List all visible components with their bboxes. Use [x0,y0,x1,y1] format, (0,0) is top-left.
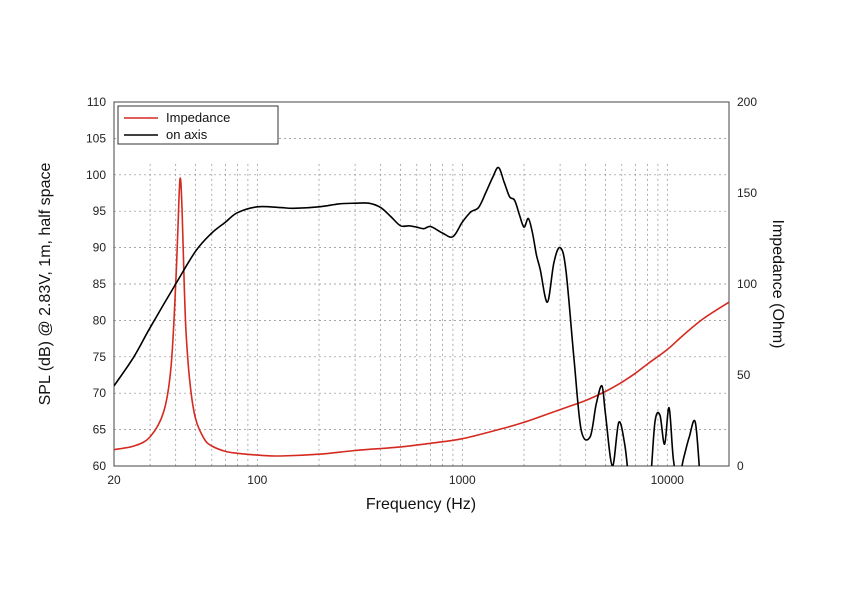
y-left-tick-label: 105 [86,131,106,145]
y-right-tick-label: 150 [737,186,757,200]
legend-label-impedance: Impedance [166,110,230,125]
y-left-tick-label: 60 [93,459,107,473]
y-left-tick-label: 80 [93,313,107,327]
x-tick-label: 1000 [449,473,476,487]
y-right-tick-label: 100 [737,277,757,291]
y-right-tick-label: 0 [737,459,744,473]
x-tick-label: 100 [247,473,267,487]
legend-box [117,105,279,145]
x-tick-label: 20 [107,473,121,487]
y-left-tick-label: 85 [93,277,107,291]
plot-frame [113,101,730,467]
series-layer [114,166,729,466]
y-left-axis-title: SPL (dB) @ 2.83V, 1m, half space [37,163,54,406]
y-left-ticks: 60 65 70 75 80 85 90 95 100 105 110 [86,95,106,473]
grid-lines [114,138,729,466]
legend: Impedance on axis [117,105,279,145]
y-left-tick-label: 75 [93,350,107,364]
legend-label-on-axis: on axis [166,127,208,142]
y-left-tick-label: 95 [93,204,107,218]
y-right-ticks: 0 50 100 150 200 [737,95,757,473]
y-left-tick-label: 65 [93,423,107,437]
x-tick-label: 10000 [651,473,685,487]
series-line-on-axis [114,166,701,466]
series-line-impedance [114,177,729,457]
x-ticks: 20 100 1000 10000 [107,473,684,487]
y-right-axis-title: Impedance (Ohm) [769,220,786,349]
y-left-tick-label: 70 [93,386,107,400]
y-left-tick-label: 100 [86,168,106,182]
x-axis-title: Frequency (Hz) [366,496,476,513]
y-right-tick-label: 50 [737,368,751,382]
y-left-tick-label: 90 [93,241,107,255]
y-right-tick-label: 200 [737,95,757,109]
y-left-tick-label: 110 [87,95,106,109]
